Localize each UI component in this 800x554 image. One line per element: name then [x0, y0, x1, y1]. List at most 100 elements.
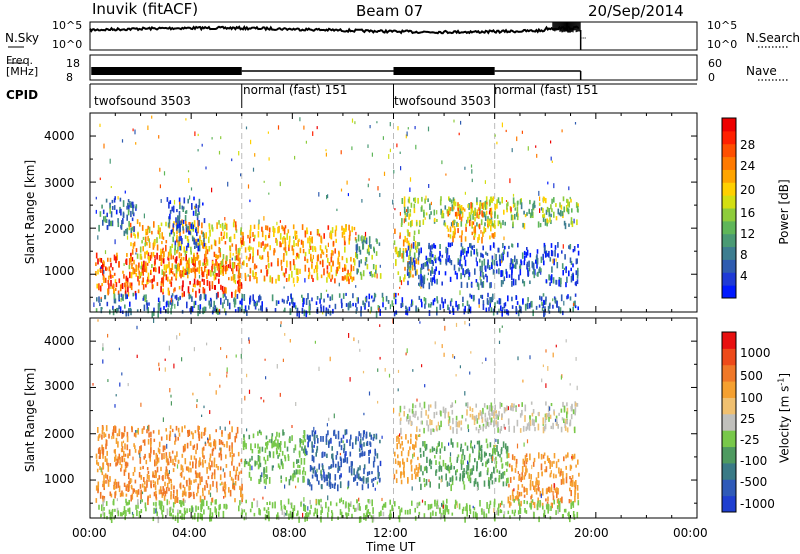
velocity-noise — [265, 376, 267, 380]
power-cell — [186, 226, 189, 233]
velocity-cell — [157, 478, 159, 482]
power-noise — [411, 243, 413, 248]
power-noise — [355, 285, 357, 288]
power-cell — [424, 198, 426, 204]
velocity-cell — [320, 436, 322, 442]
power-cell — [213, 274, 216, 281]
power-cell — [450, 260, 453, 266]
power-cell — [225, 311, 227, 316]
power-cell — [182, 271, 185, 278]
velocity-cell — [177, 427, 180, 433]
power-cell — [293, 264, 296, 270]
velocity-noise — [293, 448, 295, 453]
power-cell — [170, 307, 172, 315]
power-cell — [508, 274, 511, 278]
velocity-cell — [181, 426, 183, 433]
power-cell — [180, 257, 183, 261]
power-noise — [471, 178, 473, 183]
power-cell — [447, 233, 450, 238]
power-cell — [200, 266, 203, 271]
power-cell — [532, 271, 534, 275]
power-cell — [287, 295, 289, 302]
power-ylabel: Slant Range [km] — [23, 159, 37, 265]
velocity-cell — [479, 410, 482, 416]
velocity-cell — [127, 453, 129, 459]
velocity-cell — [451, 477, 453, 482]
power-cell — [341, 231, 344, 238]
velocity-cell — [468, 455, 471, 463]
power-noise — [407, 127, 409, 130]
velocity-cell — [444, 409, 446, 415]
power-cell — [514, 262, 517, 270]
velocity-cell — [573, 453, 576, 459]
power-cell — [221, 285, 224, 292]
velocity-cell — [298, 450, 301, 455]
power-cell — [457, 261, 460, 265]
power-cell — [115, 256, 117, 264]
velocity-noise — [412, 369, 414, 372]
velocity-cell — [268, 477, 271, 484]
power-noise — [553, 183, 555, 189]
velocity-cell — [179, 515, 182, 519]
velocity-cell — [109, 476, 111, 482]
velocity-noise — [541, 378, 543, 383]
velocity-cell — [372, 507, 374, 514]
velocity-cell — [271, 502, 274, 509]
power-cell — [577, 270, 579, 277]
power-cell — [293, 302, 296, 308]
power-cell — [147, 252, 150, 260]
velocity-cell — [365, 505, 367, 511]
velocity-cell — [288, 513, 290, 520]
power-cell — [206, 249, 209, 255]
power-noise — [159, 184, 161, 189]
velocity-cell — [567, 452, 569, 458]
power-cell — [222, 294, 225, 299]
power-cell — [342, 293, 345, 299]
velocity-cell — [166, 460, 169, 466]
velocity-cell — [406, 457, 409, 463]
velocity-cell — [435, 470, 437, 476]
velocity-cell — [403, 461, 405, 468]
velocity-cell — [479, 500, 481, 507]
power-cell — [194, 284, 196, 288]
velocity-noise — [282, 358, 284, 362]
velocity-cell — [215, 508, 217, 515]
power-cell — [433, 209, 436, 216]
velocity-cell — [525, 453, 528, 458]
power-cell — [550, 204, 552, 210]
velocity-cell — [424, 483, 426, 488]
velocity-cell — [505, 449, 508, 454]
power-cell — [187, 286, 190, 294]
power-cell — [135, 248, 138, 253]
velocity-cell — [153, 450, 155, 455]
power-cell — [210, 299, 212, 305]
velocity-cell — [529, 502, 531, 508]
velocity-cell — [102, 426, 104, 431]
power-cell — [512, 263, 514, 269]
velocity-noise — [381, 435, 383, 439]
power-cell — [95, 271, 97, 276]
power-cell — [428, 242, 430, 249]
velocity-cell — [497, 421, 499, 427]
power-cell — [126, 227, 129, 235]
velocity-cell — [197, 425, 199, 432]
power-cell — [446, 252, 448, 259]
velocity-cell — [436, 503, 438, 510]
power-cell — [130, 202, 132, 208]
power-cell — [214, 274, 217, 278]
power-cell — [225, 223, 228, 231]
power-cell — [501, 306, 504, 311]
velocity-cell — [363, 468, 365, 475]
power-cell — [393, 311, 396, 317]
velocity-noise — [516, 443, 519, 449]
power-cell — [575, 281, 577, 287]
velocity-cell — [574, 411, 576, 416]
power-cell — [444, 271, 447, 276]
velocity-cell — [545, 413, 548, 420]
power-cell — [178, 211, 181, 217]
power-cell — [192, 227, 195, 232]
velocity-cell — [155, 501, 157, 507]
power-cell — [309, 238, 312, 242]
velocity-cell — [548, 417, 550, 422]
power-cell — [478, 214, 480, 218]
